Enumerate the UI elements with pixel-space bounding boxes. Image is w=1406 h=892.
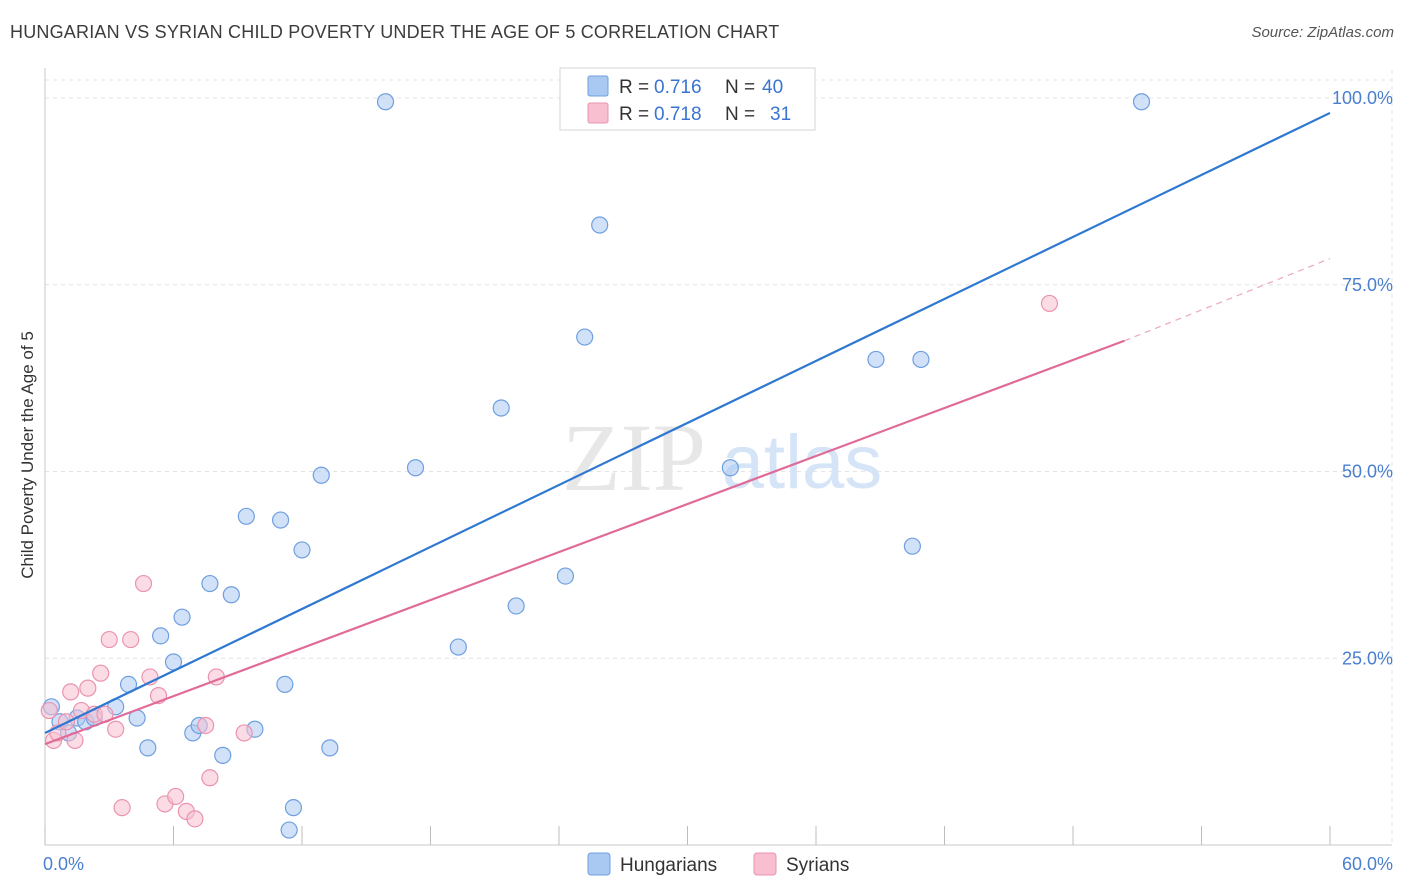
bottom-legend-swatch-hungarians	[587, 852, 611, 876]
legend-r-value-hungarians: 0.716	[654, 77, 702, 98]
trend-line-extension-syrians	[1124, 258, 1331, 342]
hungarian-point	[721, 459, 739, 477]
y-tick-label: 75.0%	[1342, 275, 1393, 295]
bottom-legend-swatch-syrians	[753, 852, 777, 876]
watermark-atlas: atlas	[722, 420, 883, 505]
hungarian-point	[449, 638, 467, 656]
hungarian-point	[173, 608, 191, 626]
syrian-point	[1040, 294, 1059, 313]
x-tick-label: 0.0%	[43, 854, 84, 874]
hungarian-point	[280, 821, 298, 839]
syrian-point	[92, 664, 110, 682]
syrian-point	[100, 630, 118, 649]
hungarian-point	[867, 350, 885, 369]
hungarian-point	[214, 746, 232, 764]
syrian-point	[235, 724, 253, 742]
syrian-point	[113, 799, 131, 817]
x-tick-label: 60.0%	[1342, 854, 1393, 874]
syrian-point	[134, 574, 153, 593]
hungarian-point	[271, 511, 290, 529]
hungarian-point	[556, 567, 575, 585]
chart-title: HUNGARIAN VS SYRIAN CHILD POVERTY UNDER …	[10, 22, 780, 42]
hungarian-point	[201, 574, 219, 593]
hungarian-point	[903, 537, 921, 555]
hungarian-point	[406, 459, 425, 477]
syrian-point	[186, 810, 204, 828]
series-legend: Hungarians Syrians	[587, 852, 849, 876]
source-label: Source: ZipAtlas.com	[1251, 24, 1394, 41]
stats-legend: R = 0.716 N = 40 R = 0.718 N = 31	[559, 67, 816, 131]
hungarian-point	[376, 93, 395, 111]
trend-line-syrians	[44, 339, 1125, 746]
hungarian-point	[507, 597, 525, 615]
y-tick-label: 50.0%	[1342, 462, 1393, 482]
syrian-point	[201, 769, 219, 787]
syrian-point	[40, 701, 58, 720]
syrian-point	[122, 630, 140, 649]
hungarian-point	[321, 739, 339, 757]
legend-n-label-hungarians: N =	[725, 77, 755, 98]
syrian-point	[79, 679, 97, 697]
syrian-point	[167, 787, 185, 806]
hungarian-point	[576, 328, 594, 346]
y-tick-label: 25.0%	[1342, 648, 1393, 668]
y-axis-label: Child Poverty Under the Age of 5	[18, 331, 37, 579]
trend-lines	[44, 111, 1331, 746]
hungarian-point	[237, 507, 255, 525]
hungarian-point	[591, 216, 609, 234]
legend-n-value-syrians: 31	[770, 104, 791, 125]
legend-swatch-hungarians	[587, 75, 609, 97]
hungarian-point	[276, 675, 294, 693]
trend-line-hungarians	[44, 111, 1331, 734]
y-tick-label: 100.0%	[1332, 88, 1393, 108]
hungarian-point	[222, 586, 240, 604]
legend-r-value-syrians: 0.718	[654, 104, 702, 125]
hungarian-point	[293, 541, 311, 559]
syrian-point	[107, 720, 125, 738]
hungarian-point	[152, 627, 170, 645]
tick-labels: 25.0% 50.0% 75.0% 100.0% 0.0% 60.0%	[43, 88, 1393, 874]
bottom-legend-label-syrians: Syrians	[786, 855, 849, 876]
legend-n-label-syrians: N =	[725, 104, 755, 125]
hungarian-point	[312, 466, 330, 484]
hungarian-point	[912, 350, 930, 369]
legend-swatch-syrians	[587, 102, 609, 124]
hungarian-point	[1132, 93, 1151, 111]
legend-n-value-hungarians: 40	[762, 77, 783, 98]
syrian-point	[62, 683, 80, 701]
hungarian-point	[139, 739, 157, 757]
watermark-zip: ZIP	[562, 404, 706, 511]
legend-r-label-syrians: R =	[619, 104, 649, 125]
hungarian-point	[284, 799, 303, 817]
hungarian-point	[492, 399, 510, 417]
legend-r-label-hungarians: R =	[619, 77, 649, 98]
syrian-point	[197, 716, 215, 735]
bottom-legend-label-hungarians: Hungarians	[620, 855, 717, 876]
